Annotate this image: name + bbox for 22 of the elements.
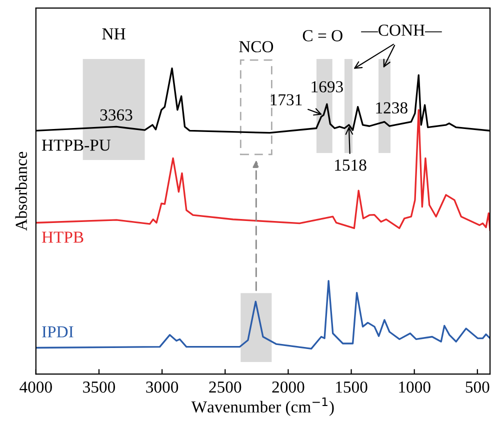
x-tick-label: 4000 bbox=[20, 381, 52, 393]
annotation: 1731 bbox=[270, 94, 302, 106]
text: —CONH— bbox=[361, 24, 442, 36]
annotation: 1693 bbox=[312, 81, 343, 92]
series-label: IPDI bbox=[42, 326, 74, 338]
text: NCO bbox=[239, 41, 274, 52]
x-tick-label: 2000 bbox=[272, 381, 304, 393]
x-tick-label: 1500 bbox=[336, 381, 368, 393]
annotation: 1238 bbox=[376, 102, 408, 114]
x-tick-label: 1000 bbox=[399, 381, 430, 393]
series-label: HTPB bbox=[42, 232, 84, 243]
x-tick-label: 3000 bbox=[146, 381, 178, 393]
series-label: HTPB-PU bbox=[42, 140, 111, 151]
x-axis-title: Wavenumber (cm$^{−1}$) bbox=[191, 398, 334, 416]
x-tick-label: 500 bbox=[466, 381, 490, 393]
x-tick-label: 2500 bbox=[209, 381, 242, 393]
band-label: NH bbox=[102, 28, 126, 40]
annotation: 3363 bbox=[100, 109, 132, 121]
x-tick-label: 3500 bbox=[83, 381, 116, 393]
annotation: 1518 bbox=[335, 159, 366, 171]
text: C = O bbox=[302, 30, 342, 42]
y-axis-title: Absorbance bbox=[15, 152, 27, 231]
